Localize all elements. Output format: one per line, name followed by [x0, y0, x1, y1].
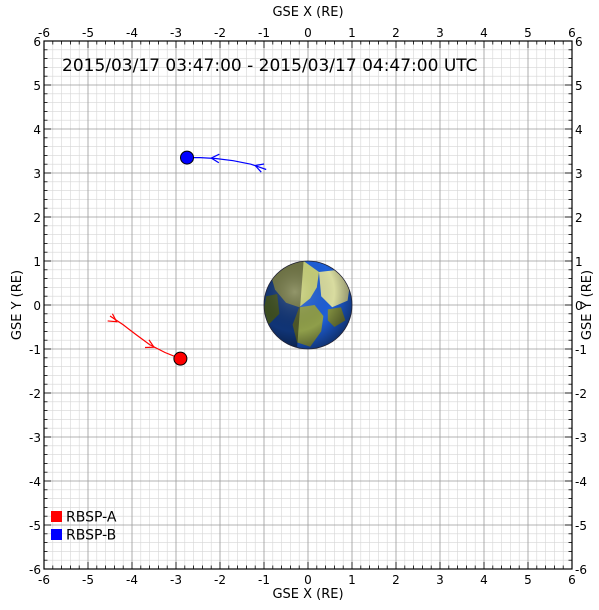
legend-label-rbsp-a: RBSP-A: [66, 510, 117, 526]
x-tick-label-top: 1: [348, 26, 356, 40]
x-tick-label-bottom: -2: [214, 573, 226, 587]
y-tick-label-left: -6: [29, 563, 41, 577]
legend-swatch-rbsp-a: [51, 511, 62, 522]
direction-arrow: [254, 163, 265, 173]
x-tick-label-bottom: 0: [304, 573, 312, 587]
x-tick-label-top: 3: [436, 26, 444, 40]
y-tick-label-left: 6: [33, 35, 41, 49]
x-tick-label-top: 5: [524, 26, 532, 40]
x-tick-label-bottom: -1: [258, 573, 270, 587]
earth-outline: [263, 260, 353, 350]
x-tick-label-bottom: -4: [126, 573, 138, 587]
x-axis-label-bottom: GSE X (RE): [272, 587, 343, 602]
y-tick-label-right: 6: [575, 35, 583, 49]
orbit-track-rbsp-b: [187, 157, 267, 171]
y-tick-label-right: 5: [575, 79, 583, 93]
x-tick-label-bottom: 1: [348, 573, 356, 587]
y-tick-label-right: 0: [575, 299, 583, 313]
x-tick-label-top: -6: [38, 26, 50, 40]
x-tick-label-top: 4: [480, 26, 488, 40]
x-tick-label-top: 6: [568, 26, 576, 40]
y-axis-label-right: GSE Y (RE): [580, 270, 595, 340]
direction-arrow: [209, 153, 220, 164]
y-tick-label-right: 1: [575, 255, 583, 269]
y-tick-label-right: 3: [575, 167, 583, 181]
y-tick-label-right: -6: [575, 563, 587, 577]
y-tick-label-left: -3: [29, 431, 41, 445]
plot-frame: [43, 40, 573, 570]
legend-swatch-rbsp-b: [51, 529, 62, 540]
y-tick-label-right: 2: [575, 211, 583, 225]
spacecraft-marker-rbsp-a: [173, 351, 188, 366]
x-tick-label-top: -5: [82, 26, 94, 40]
x-tick-label-bottom: 3: [436, 573, 444, 587]
y-tick-label-right: -4: [575, 475, 587, 489]
tick-labels: -6-6-5-5-4-4-3-3-2-2-1-100112233445566-6…: [29, 26, 587, 587]
y-tick-label-left: 3: [33, 167, 41, 181]
x-tick-label-bottom: -6: [38, 573, 50, 587]
y-axis-label-left: GSE Y (RE): [10, 270, 25, 340]
y-tick-label-right: -3: [575, 431, 587, 445]
y-tick-label-right: -5: [575, 519, 587, 533]
y-tick-label-left: -2: [29, 387, 41, 401]
earth: [263, 260, 353, 350]
y-tick-label-left: 4: [33, 123, 41, 137]
y-tick-label-left: -5: [29, 519, 41, 533]
y-tick-label-right: -1: [575, 343, 587, 357]
y-tick-label-left: 1: [33, 255, 41, 269]
x-tick-label-top: 0: [304, 26, 312, 40]
x-tick-label-bottom: -3: [170, 573, 182, 587]
earth-shading: [264, 261, 352, 349]
y-tick-label-left: 0: [33, 299, 41, 313]
spacecraft-marker-rbsp-b: [180, 150, 194, 165]
x-tick-label-top: 2: [392, 26, 400, 40]
direction-arrow: [107, 313, 118, 323]
orbit-track-rbsp-a: [109, 315, 181, 360]
legend-label-rbsp-b: RBSP-B: [66, 528, 116, 544]
orbit-tracks: [107, 150, 267, 366]
x-tick-label-bottom: 2: [392, 573, 400, 587]
chart-title: 2015/03/17 03:47:00 - 2015/03/17 04:47:0…: [62, 56, 478, 76]
direction-arrow: [144, 339, 156, 349]
x-axis-label-top: GSE X (RE): [272, 5, 343, 20]
x-tick-label-bottom: 4: [480, 573, 488, 587]
x-tick-label-bottom: 6: [568, 573, 576, 587]
x-tick-label-bottom: 5: [524, 573, 532, 587]
x-tick-label-top: -3: [170, 26, 182, 40]
y-tick-label-left: 2: [33, 211, 41, 225]
legend: RBSP-A RBSP-B: [51, 510, 117, 544]
y-tick-label-left: -4: [29, 475, 41, 489]
x-tick-label-bottom: -5: [82, 573, 94, 587]
y-tick-label-left: 5: [33, 79, 41, 93]
y-tick-label-right: -2: [575, 387, 587, 401]
x-tick-label-top: -4: [126, 26, 138, 40]
x-tick-label-top: -2: [214, 26, 226, 40]
x-tick-label-top: -1: [258, 26, 270, 40]
y-tick-label-right: 4: [575, 123, 583, 137]
y-tick-label-left: -1: [29, 343, 41, 357]
